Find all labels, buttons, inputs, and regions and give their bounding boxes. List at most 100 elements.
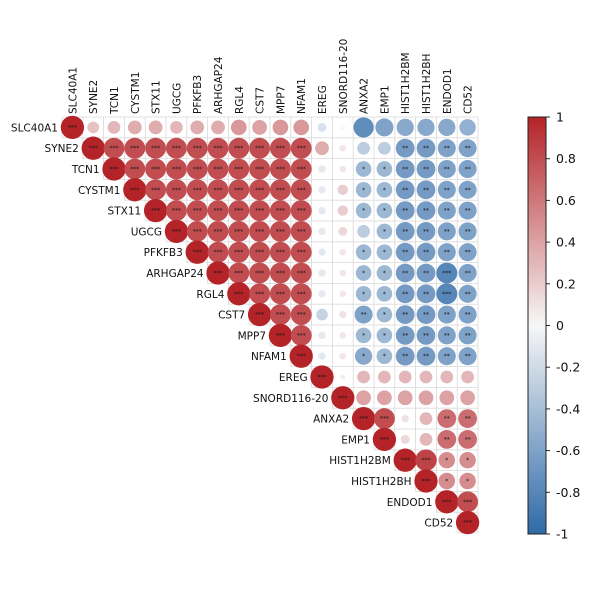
- row-label: TCN1: [71, 164, 100, 176]
- significance-mark: ***: [297, 332, 306, 339]
- significance-mark: **: [402, 166, 408, 173]
- correlation-cell: [339, 269, 347, 277]
- correlation-cell: [437, 347, 456, 366]
- significance-mark: ***: [255, 187, 264, 194]
- correlation-cell: [185, 240, 209, 264]
- correlation-cell: [439, 390, 455, 406]
- significance-mark: *: [383, 187, 386, 194]
- correlation-cell: [143, 198, 168, 223]
- correlation-cell: [269, 283, 291, 305]
- significance-mark: *: [362, 270, 365, 277]
- correlation-cell: [458, 180, 477, 199]
- significance-mark: **: [444, 249, 450, 256]
- correlation-cell: [247, 302, 272, 327]
- correlation-cell: [211, 120, 225, 135]
- significance-mark: ***: [234, 249, 243, 256]
- correlation-cell: [458, 430, 477, 449]
- correlation-cell: [355, 327, 372, 344]
- correlation-cell: [437, 222, 456, 241]
- correlation-cell: [127, 120, 142, 135]
- correlation-cell: [338, 226, 348, 236]
- significance-mark: ***: [151, 187, 160, 194]
- significance-mark: **: [465, 249, 471, 256]
- significance-mark: *: [362, 166, 365, 173]
- correlation-cell: [289, 344, 313, 368]
- correlation-cell: [376, 223, 393, 240]
- correlation-cell: [460, 390, 475, 406]
- significance-mark: ***: [130, 166, 139, 173]
- significance-mark: *: [362, 291, 365, 298]
- significance-mark: ***: [297, 353, 306, 360]
- significance-mark: ***: [422, 457, 431, 464]
- row-label: STX11: [108, 206, 142, 218]
- correlation-cell: [437, 243, 456, 262]
- correlation-cell: [145, 179, 167, 201]
- significance-mark: ***: [297, 145, 306, 152]
- significance-mark: ***: [318, 374, 327, 381]
- row-label: SLC40A1: [11, 122, 58, 134]
- correlation-cell: [339, 165, 347, 173]
- correlation-cell: [228, 241, 250, 263]
- correlation-cell: [269, 241, 291, 263]
- correlation-cell: [355, 181, 372, 198]
- correlation-cell: [249, 262, 271, 284]
- correlation-cell: [395, 180, 415, 200]
- correlation-cell: [355, 202, 372, 219]
- correlation-cell: [395, 263, 415, 283]
- correlation-cell: [437, 326, 456, 345]
- correlation-cell: [417, 118, 435, 137]
- significance-mark: ***: [276, 291, 285, 298]
- colorbar-tick-label: -0.2: [556, 360, 580, 375]
- correlation-cell: [459, 119, 476, 136]
- correlation-cell: [416, 326, 436, 345]
- correlation-cell: [373, 408, 395, 430]
- significance-mark: ***: [234, 208, 243, 215]
- correlation-cell: [419, 370, 433, 384]
- correlation-cell: [339, 352, 347, 360]
- significance-mark: ***: [234, 228, 243, 235]
- correlation-cell: [269, 137, 291, 159]
- significance-mark: **: [423, 187, 429, 194]
- significance-mark: **: [444, 353, 450, 360]
- significance-mark: **: [402, 187, 408, 194]
- significance-mark: **: [444, 187, 450, 194]
- correlation-cell: [395, 201, 415, 220]
- correlation-cell: [416, 138, 436, 158]
- correlation-cell: [290, 158, 312, 180]
- correlation-cell: [457, 491, 479, 513]
- correlation-cell: [318, 227, 326, 236]
- correlation-cell: [207, 241, 229, 263]
- significance-mark: **: [423, 208, 429, 215]
- correlation-cell: [458, 326, 477, 345]
- correlation-cell: [416, 305, 436, 324]
- significance-mark: ***: [401, 457, 410, 464]
- significance-mark: *: [383, 208, 386, 215]
- correlation-cell: [290, 304, 312, 326]
- correlation-cell: [355, 161, 372, 177]
- correlation-cell: [354, 305, 373, 324]
- significance-mark: *: [383, 228, 386, 235]
- correlation-cell: [437, 201, 456, 220]
- correlation-cell: [416, 242, 436, 262]
- row-label: HIST1H2BM: [329, 455, 391, 467]
- colorbar-tick-label: 0.6: [556, 193, 576, 208]
- correlation-cell: [186, 137, 208, 159]
- correlation-cell: [455, 510, 480, 535]
- correlation-cell: [207, 137, 229, 159]
- row-labels: SLC40A1 SYNE2 TCN1 CYSTM1 STX11 UGCG PFKFB3 ARH…: [11, 122, 453, 529]
- significance-mark: **: [402, 249, 408, 256]
- correlation-cell: [318, 290, 326, 298]
- correlation-cell: [461, 370, 474, 384]
- correlation-cell: [415, 449, 437, 471]
- correlation-cell: [395, 284, 415, 304]
- significance-mark: ***: [172, 187, 181, 194]
- correlation-cell: [186, 158, 208, 180]
- column-label: SNORD116-20: [338, 39, 350, 114]
- correlation-cell: [437, 139, 456, 158]
- correlation-cell: [170, 121, 183, 134]
- significance-mark: ***: [234, 187, 243, 194]
- correlation-cell: [458, 305, 477, 324]
- significance-mark: **: [423, 166, 429, 173]
- colorbar-tick-label: -1: [556, 527, 568, 542]
- significance-mark: ***: [297, 208, 306, 215]
